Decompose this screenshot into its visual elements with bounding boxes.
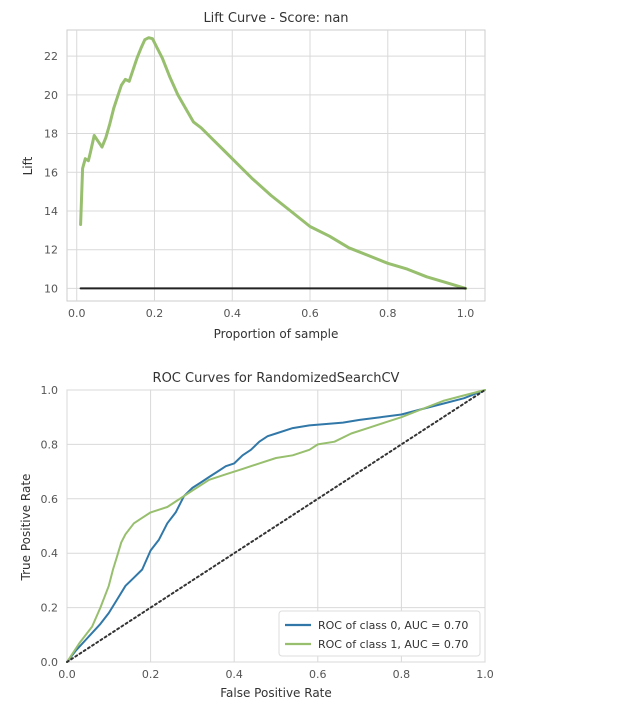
roc-x-tick-label: 1.0 [476, 668, 494, 681]
roc-y-tick-label: 0.4 [41, 547, 59, 560]
roc-series-line-1 [66, 389, 486, 663]
roc-legend: ROC of class 0, AUC = 0.70 ROC of class … [278, 610, 481, 657]
roc-y-tick-label: 0.0 [41, 656, 59, 669]
lift-y-axis-label: Lift [21, 156, 35, 175]
roc-y-tick-label: 1.0 [41, 384, 59, 397]
roc-series-line-2 [66, 389, 486, 663]
lift-y-tick-label: 14 [44, 205, 58, 218]
lift-y-tick-label: 12 [44, 244, 58, 257]
roc-y-tick-label: 0.2 [41, 602, 59, 615]
lift-x-tick-label: 0.6 [301, 307, 319, 320]
lift-y-tick-label: 20 [44, 89, 58, 102]
lift-y-tick-label: 10 [44, 282, 58, 295]
roc-legend-box [278, 610, 481, 657]
roc-y-tick-label: 0.8 [41, 438, 59, 451]
lift-series-line-0 [79, 36, 468, 290]
roc-x-tick-label: 0.4 [225, 668, 243, 681]
lift-plot-area [66, 29, 486, 302]
roc-y-tick-label: 0.6 [41, 493, 59, 506]
lift-y-tick-label: 18 [44, 128, 58, 141]
lift-x-tick-label: 1.0 [457, 307, 475, 320]
lift-x-tick-label: 0.8 [379, 307, 397, 320]
roc-series-line-0 [66, 389, 486, 663]
roc-x-tick-label: 0.2 [142, 668, 160, 681]
roc-y-axis-label: True Positive Rate [19, 474, 33, 582]
lift-x-axis-label: Proportion of sample [214, 327, 339, 341]
roc-legend-label-class-0: ROC of class 0, AUC = 0.70 [318, 619, 468, 632]
lift-y-tick-label: 16 [44, 166, 58, 179]
lift-x-tick-label: 0.0 [68, 307, 86, 320]
roc-x-tick-label: 0.8 [393, 668, 411, 681]
roc-x-tick-label: 0.6 [309, 668, 327, 681]
roc-x-axis-label: False Positive Rate [220, 686, 332, 700]
roc-legend-label-class-1: ROC of class 1, AUC = 0.70 [318, 638, 468, 651]
lift-chart-title: Lift Curve - Score: nan [203, 11, 348, 26]
lift-x-tick-label: 0.2 [146, 307, 164, 320]
roc-curves-chart: 0.0 0.2 0.4 0.6 0.8 1.0 0.0 0.2 0.4 0.6 0.8 1.0 RO… [19, 371, 494, 700]
roc-chart-title: ROC Curves for RandomizedSearchCV [153, 371, 400, 386]
lift-curve-chart: 0.0 0.2 0.4 0.6 0.8 1.0 10 12 14 16 18 20 22 Lift C… [21, 11, 486, 341]
lift-y-tick-label: 22 [44, 50, 58, 63]
roc-x-tick-label: 0.0 [58, 668, 76, 681]
lift-x-tick-label: 0.4 [224, 307, 242, 320]
